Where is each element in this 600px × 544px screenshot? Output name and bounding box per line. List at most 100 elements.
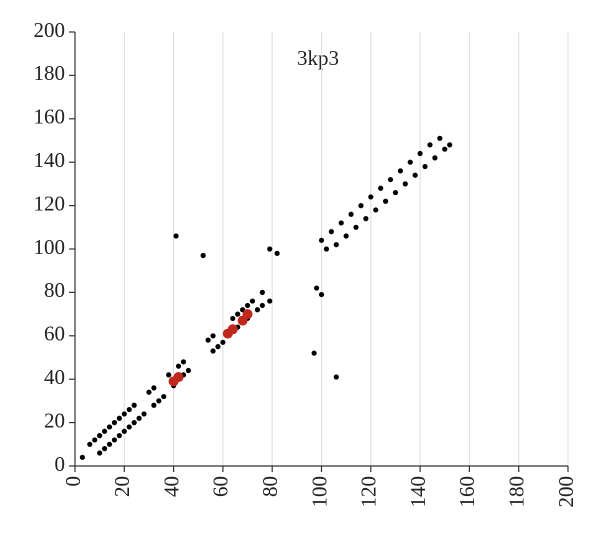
point — [407, 159, 413, 165]
x-tick-label: 0 — [61, 476, 85, 487]
point — [235, 311, 241, 317]
point — [111, 437, 118, 443]
point — [402, 181, 408, 187]
point — [432, 155, 438, 161]
point — [185, 367, 191, 374]
point — [363, 216, 369, 222]
x-tick-label: 20 — [110, 476, 134, 497]
y-tick-label: 160 — [34, 105, 66, 129]
x-tick-label: 140 — [406, 476, 430, 508]
point — [136, 415, 142, 421]
point — [313, 285, 320, 291]
x-tick-label: 100 — [307, 476, 331, 508]
y-tick-label: 180 — [34, 61, 66, 85]
point — [210, 333, 216, 339]
point — [392, 189, 399, 196]
x-tick-label: 120 — [357, 476, 381, 508]
point — [175, 363, 182, 369]
point — [244, 302, 251, 309]
point — [101, 428, 108, 434]
y-tick-label: 200 — [34, 18, 66, 42]
point — [146, 389, 152, 395]
point — [353, 224, 359, 230]
y-tick-label: 120 — [34, 191, 66, 215]
point — [358, 203, 364, 209]
point — [242, 309, 253, 320]
point — [173, 233, 179, 239]
point — [79, 454, 85, 460]
y-tick-label: 140 — [34, 148, 66, 172]
y-tick-label: 40 — [44, 365, 65, 389]
point — [156, 398, 162, 404]
point — [382, 198, 389, 204]
point — [101, 446, 108, 452]
point — [378, 185, 384, 191]
point — [249, 298, 256, 304]
point — [412, 172, 418, 178]
point — [121, 428, 127, 434]
point — [227, 324, 238, 335]
y-tick-label: 60 — [44, 322, 65, 346]
point — [215, 344, 221, 350]
point — [151, 402, 157, 408]
point — [259, 289, 265, 295]
point — [422, 163, 428, 170]
point — [427, 142, 433, 148]
point — [318, 237, 325, 243]
point — [205, 337, 211, 343]
point — [116, 433, 122, 439]
x-tick-label: 60 — [209, 476, 233, 497]
point — [447, 142, 453, 148]
point — [200, 252, 206, 259]
point — [318, 291, 325, 298]
point — [442, 146, 448, 152]
point — [397, 168, 403, 174]
point — [267, 298, 273, 304]
point — [338, 220, 344, 226]
point — [220, 339, 226, 345]
point — [348, 211, 354, 217]
point — [267, 246, 273, 252]
point — [368, 194, 374, 200]
point — [97, 433, 103, 439]
point — [106, 441, 113, 447]
point — [151, 385, 157, 391]
point — [106, 424, 113, 430]
point — [173, 372, 184, 383]
x-tick-label: 80 — [258, 476, 282, 497]
point — [323, 246, 330, 252]
point — [87, 441, 93, 447]
point — [111, 420, 118, 426]
point — [343, 233, 349, 239]
point — [387, 176, 394, 183]
x-tick-label: 200 — [554, 476, 578, 508]
x-tick-label: 40 — [159, 476, 183, 497]
point — [161, 393, 167, 400]
point — [166, 372, 172, 378]
point — [92, 437, 98, 443]
point — [210, 348, 216, 354]
point — [97, 450, 103, 456]
x-tick-label: 180 — [505, 476, 529, 508]
point — [373, 207, 379, 213]
point — [131, 420, 137, 426]
point — [311, 350, 317, 356]
y-tick-label: 20 — [44, 408, 65, 432]
point — [254, 307, 261, 313]
point — [126, 424, 132, 430]
point — [333, 242, 339, 248]
point — [417, 150, 423, 157]
point — [230, 315, 236, 322]
point — [333, 374, 339, 380]
point — [259, 302, 265, 309]
point — [121, 411, 127, 417]
y-tick-label: 0 — [55, 452, 66, 476]
point — [437, 135, 443, 141]
point — [116, 415, 122, 421]
point — [131, 402, 137, 408]
chart-title: 3kp3 — [297, 46, 339, 70]
point — [274, 250, 280, 256]
point — [180, 359, 187, 365]
y-tick-label: 80 — [44, 278, 65, 302]
